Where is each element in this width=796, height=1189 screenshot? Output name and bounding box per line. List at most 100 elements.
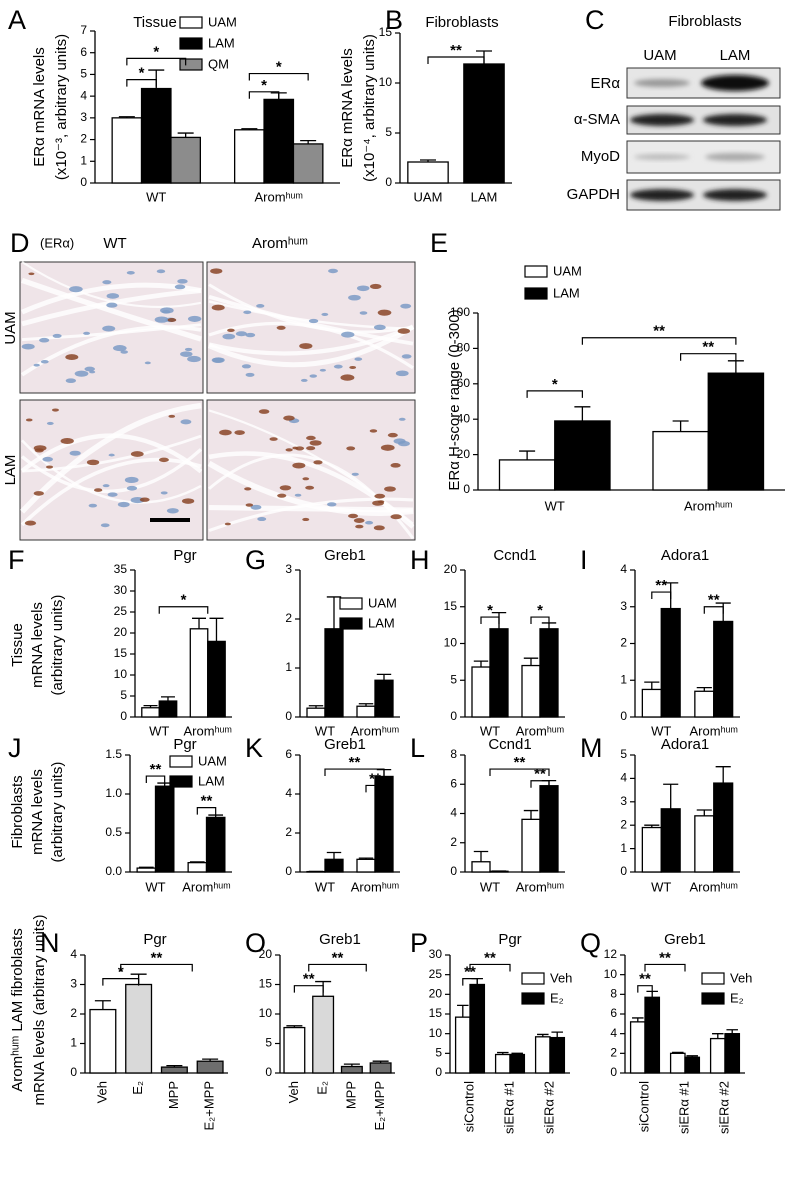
y-tick-label: 1 bbox=[285, 660, 292, 674]
nucleus bbox=[160, 491, 168, 495]
error-bar bbox=[208, 814, 224, 818]
bar-chart: I Adora1 0 1 2 3 4 WT Aromʰᵘᵐ ** ** bbox=[580, 545, 740, 738]
legend-label: Veh bbox=[730, 970, 752, 985]
y-tick-label: 80 bbox=[457, 341, 471, 355]
significance-label: ** bbox=[708, 592, 720, 609]
y-tick-label: 20 bbox=[114, 625, 128, 639]
nucleus bbox=[108, 453, 115, 457]
nucleus bbox=[46, 421, 54, 425]
panel-letter: C bbox=[585, 5, 605, 35]
bar bbox=[521, 664, 541, 718]
legend-label: LAM bbox=[208, 35, 235, 50]
nucleus bbox=[42, 456, 53, 462]
y-axis-label: mRNA levels bbox=[29, 602, 46, 688]
y-axis-label: Fibroblasts bbox=[9, 775, 26, 848]
bar-chart: B Fibroblasts ERα mRNA levels (x10⁻⁴, arbit… bbox=[339, 5, 512, 204]
stain-label: (ERα) bbox=[40, 235, 74, 250]
y-tick-label: 3 bbox=[80, 110, 87, 124]
fiber bbox=[208, 294, 414, 346]
nucleus bbox=[107, 492, 118, 497]
y-axis-label: ERα H-score range (0-300) bbox=[446, 309, 463, 490]
y-tick-label: 1 bbox=[80, 153, 87, 167]
panel-letter: L bbox=[410, 733, 425, 763]
x-tick-label: siERα #1 bbox=[501, 1081, 516, 1134]
significance-label: * bbox=[261, 77, 267, 94]
y-tick-label: 0 bbox=[463, 482, 470, 496]
nucleus bbox=[126, 270, 135, 275]
y-tick-label: 15 bbox=[114, 646, 128, 660]
chart-title: Pgr bbox=[498, 931, 521, 948]
y-tick-label: 10 bbox=[259, 1006, 273, 1020]
significance-label: ** bbox=[332, 949, 344, 966]
y-tick-label: 1 bbox=[70, 1036, 77, 1050]
bar bbox=[324, 858, 344, 873]
error-bar bbox=[644, 681, 660, 690]
bar bbox=[454, 1016, 471, 1074]
bar bbox=[324, 628, 344, 718]
error-bar bbox=[308, 705, 324, 709]
panel-letter: N bbox=[40, 928, 60, 958]
nucleus bbox=[84, 366, 95, 372]
legend-swatch bbox=[524, 287, 548, 300]
bar bbox=[724, 1033, 741, 1074]
nucleus bbox=[177, 278, 188, 284]
bar bbox=[509, 1053, 526, 1074]
bar bbox=[205, 816, 226, 873]
significance-bracket bbox=[145, 775, 166, 784]
bar bbox=[694, 815, 715, 873]
nucleus bbox=[102, 325, 116, 332]
micrograph bbox=[206, 399, 416, 541]
error-bar bbox=[343, 1063, 360, 1067]
significance-bracket bbox=[530, 780, 550, 788]
bar bbox=[189, 628, 209, 718]
nucleus bbox=[33, 363, 40, 367]
nucleus bbox=[156, 269, 166, 274]
y-tick-label: 10 bbox=[114, 667, 128, 681]
nucleus bbox=[397, 328, 410, 334]
nucleus bbox=[348, 294, 361, 301]
nucleus bbox=[224, 522, 231, 526]
bar bbox=[629, 1021, 646, 1074]
error-bar bbox=[715, 766, 731, 784]
y-tick-label: 1 bbox=[620, 672, 627, 686]
chart-title: Pgr bbox=[143, 931, 166, 948]
nucleus bbox=[227, 328, 235, 333]
error-bar bbox=[632, 1017, 644, 1022]
y-tick-label: 3 bbox=[70, 977, 77, 991]
panel-letter: H bbox=[410, 545, 430, 575]
bar bbox=[463, 63, 505, 184]
fiber bbox=[208, 283, 414, 334]
significance-label: ** bbox=[653, 323, 665, 340]
nucleus bbox=[33, 491, 44, 496]
y-tick-label: 3 bbox=[620, 794, 627, 808]
error-bar bbox=[497, 1051, 509, 1055]
band bbox=[703, 189, 767, 201]
y-tick-label: 4 bbox=[285, 786, 292, 800]
x-tick-label: WT bbox=[651, 723, 671, 738]
scale-bar bbox=[150, 518, 190, 522]
nucleus bbox=[295, 446, 305, 451]
legend-label: LAM bbox=[198, 773, 225, 788]
y-tick-label: 15 bbox=[444, 599, 458, 613]
bar bbox=[125, 983, 153, 1074]
bar-chart: P Pgr 0 5 10 15 20 25 30 siControl siERα #1 siERα #… bbox=[410, 928, 572, 1134]
bar bbox=[469, 983, 486, 1074]
y-tick-label: 2 bbox=[450, 835, 457, 849]
y-tick-label: 4 bbox=[610, 1026, 617, 1040]
legend-swatch bbox=[701, 992, 725, 1005]
nucleus bbox=[222, 333, 236, 340]
nucleus bbox=[353, 518, 365, 523]
legend-label: UAM bbox=[553, 263, 582, 278]
significance-bracket bbox=[703, 606, 724, 614]
y-tick-label: 60 bbox=[457, 376, 471, 390]
y-axis-label: mRNA levels (arbitrary units) bbox=[31, 915, 48, 1106]
x-tick-label: WT bbox=[315, 879, 335, 894]
x-tick-label: WT bbox=[651, 879, 671, 894]
histology-column: WT bbox=[103, 235, 126, 252]
significance-bracket bbox=[248, 72, 309, 81]
nucleus bbox=[219, 429, 232, 436]
legend-swatch bbox=[524, 265, 548, 278]
nucleus bbox=[398, 417, 406, 421]
error-bar bbox=[523, 809, 539, 820]
nucleus bbox=[34, 448, 44, 453]
